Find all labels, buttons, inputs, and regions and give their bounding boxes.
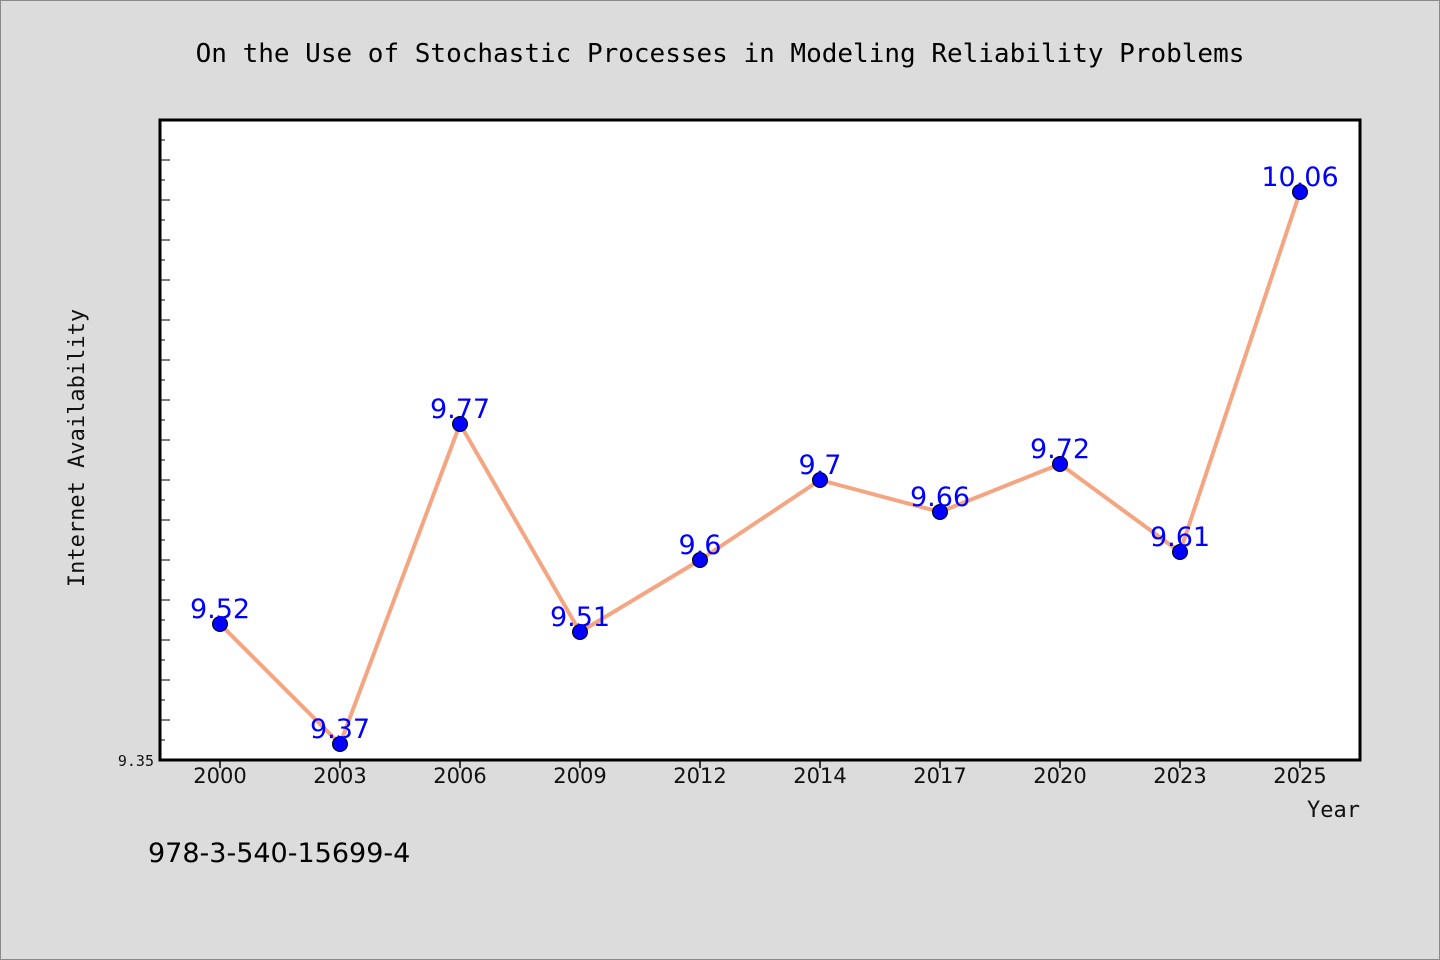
x-tick-label: 2017 xyxy=(913,764,966,788)
data-point xyxy=(452,416,468,432)
data-point xyxy=(332,736,348,752)
series-line xyxy=(218,191,1302,746)
y-tick-label: 9.35 xyxy=(118,752,154,770)
chart-title: On the Use of Stochastic Processes in Mo… xyxy=(196,39,1245,69)
data-label: 9.66 xyxy=(910,482,970,513)
data-point xyxy=(1172,544,1188,560)
x-tick-label: 2006 xyxy=(433,764,486,788)
data-label: 9.77 xyxy=(430,394,490,425)
x-tick-label: 2023 xyxy=(1153,764,1206,788)
data-label: 10.06 xyxy=(1261,162,1338,193)
data-point xyxy=(932,504,948,520)
plot-area xyxy=(158,118,1362,762)
data-label: 9.52 xyxy=(190,594,250,625)
data-label: 9.37 xyxy=(310,714,370,745)
data-point xyxy=(572,624,588,640)
data-point xyxy=(1052,456,1068,472)
data-label: 9.7 xyxy=(799,450,842,481)
data-point xyxy=(812,472,828,488)
x-tick-label: 2014 xyxy=(793,764,846,788)
x-tick-label: 2012 xyxy=(673,764,726,788)
x-axis-title: Year xyxy=(1307,798,1360,823)
x-tick-label: 2009 xyxy=(553,764,606,788)
x-tick-label: 2003 xyxy=(313,764,366,788)
data-point xyxy=(212,616,228,632)
series-group: 9.52 9.37 9.77 9.51 9.6 9.7 9.66 9.72 9.61 10.06 xyxy=(190,162,1339,752)
data-point xyxy=(1292,184,1308,200)
data-label: 9.61 xyxy=(1150,522,1210,553)
data-label: 9.51 xyxy=(550,602,610,633)
x-tick-label: 2000 xyxy=(193,764,246,788)
data-label: 9.72 xyxy=(1030,434,1090,465)
data-point xyxy=(692,552,708,568)
x-tick-label: 2020 xyxy=(1033,764,1086,788)
x-axis-ticks: 2000 2003 2006 2009 2012 2014 2017 2020 2023 2025 xyxy=(193,760,1327,788)
isbn-footer: 978-3-540-15699-4 xyxy=(148,838,410,869)
x-tick-label: 2025 xyxy=(1273,764,1326,788)
data-label: 9.6 xyxy=(679,530,722,561)
y-axis-title: Internet Availability xyxy=(65,309,90,587)
y-axis-ticks: 9.35 xyxy=(118,119,170,770)
